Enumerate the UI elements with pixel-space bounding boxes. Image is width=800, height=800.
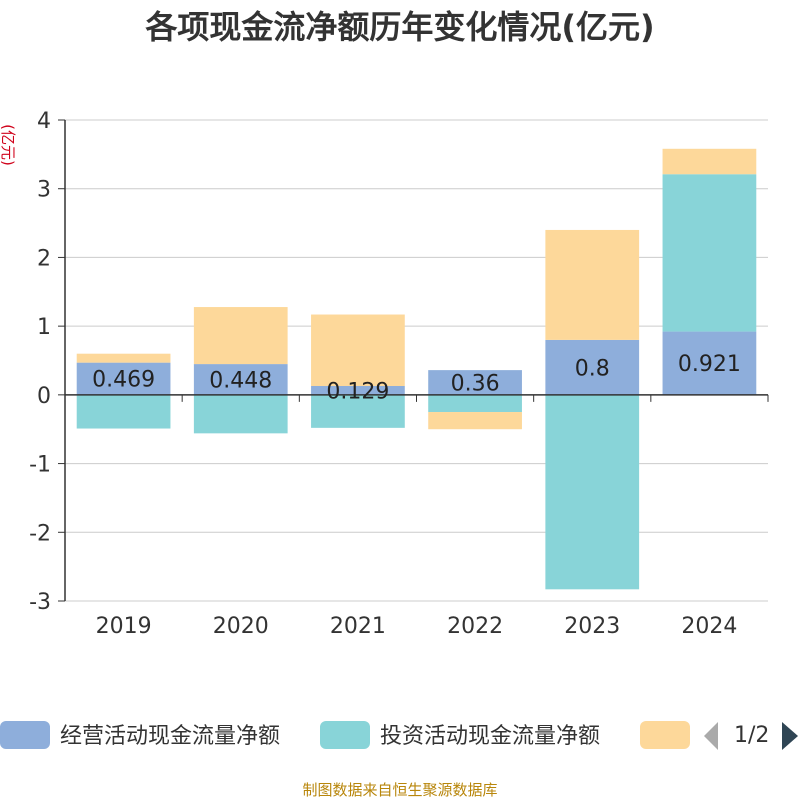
y-tick-label: -2 [29, 521, 51, 546]
x-tick-label: 2024 [681, 614, 737, 639]
x-tick-label: 2020 [213, 614, 269, 639]
legend-prev-page-icon[interactable] [704, 722, 718, 750]
bar-series-3 [545, 229, 640, 340]
legend-swatch-series-2[interactable] [320, 721, 370, 749]
y-axis-unit-label: (亿元) [0, 124, 17, 166]
bar-series-2 [545, 394, 640, 590]
legend-swatch-series-3[interactable] [640, 721, 690, 749]
bar-series-3 [311, 314, 405, 386]
bar-series-2 [193, 394, 288, 434]
bar-series-1 [428, 370, 522, 395]
bar-series-1 [76, 362, 171, 395]
legend: 1/2 经营活动现金流量净额 投资活动现金流量净额 [0, 721, 798, 750]
x-tick-label: 2019 [96, 614, 152, 639]
y-tick-label: 4 [37, 109, 51, 134]
data-label: 0.129 [326, 379, 389, 404]
y-tick-label: 0 [37, 384, 51, 409]
bar-series-2 [76, 394, 171, 429]
data-label: 0.8 [575, 356, 610, 381]
legend-swatch-series-1[interactable] [0, 721, 50, 749]
source-note: 制图数据来自恒生聚源数据库 [302, 781, 497, 799]
x-tick-label: 2023 [564, 614, 620, 639]
bar-series-2 [428, 394, 522, 413]
bar-series-2 [311, 394, 405, 428]
legend-label-series-2[interactable]: 投资活动现金流量净额 [380, 724, 600, 749]
legend-next-page-icon[interactable] [782, 722, 798, 750]
data-labels: 0.469 0.448 0.129 0.36 0.8 0.921 [92, 352, 741, 404]
bars [76, 148, 757, 590]
bar-series-1 [311, 385, 405, 395]
chart-title: 各项现金流净额历年变化情况(亿元) [145, 8, 654, 46]
x-tick-label: 2022 [447, 614, 503, 639]
bar-series-1 [545, 339, 640, 395]
data-label: 0.36 [451, 371, 500, 396]
bar-series-3 [193, 307, 288, 365]
bar-series-3 [76, 353, 171, 363]
data-label: 0.448 [209, 368, 272, 393]
legend-page-indicator: 1/2 [734, 723, 769, 748]
bar-series-1 [193, 364, 288, 395]
axes: -3 -2 -1 0 1 2 3 4 2019 2020 2021 2022 2023 2024 [29, 109, 769, 639]
y-tick-label: 2 [37, 246, 51, 271]
data-label: 0.921 [678, 352, 741, 377]
y-tick-label: 3 [37, 178, 51, 203]
y-tick-label: -1 [29, 453, 51, 478]
bar-series-3 [428, 412, 522, 430]
bar-series-2 [662, 174, 757, 332]
legend-label-series-1[interactable]: 经营活动现金流量净额 [60, 724, 280, 749]
x-tick-label: 2021 [330, 614, 386, 639]
y-tick-label: -3 [29, 590, 51, 615]
bar-series-3 [662, 148, 757, 175]
bar-series-1 [662, 331, 757, 395]
y-tick-label: 1 [37, 315, 51, 340]
data-label: 0.469 [92, 368, 155, 393]
